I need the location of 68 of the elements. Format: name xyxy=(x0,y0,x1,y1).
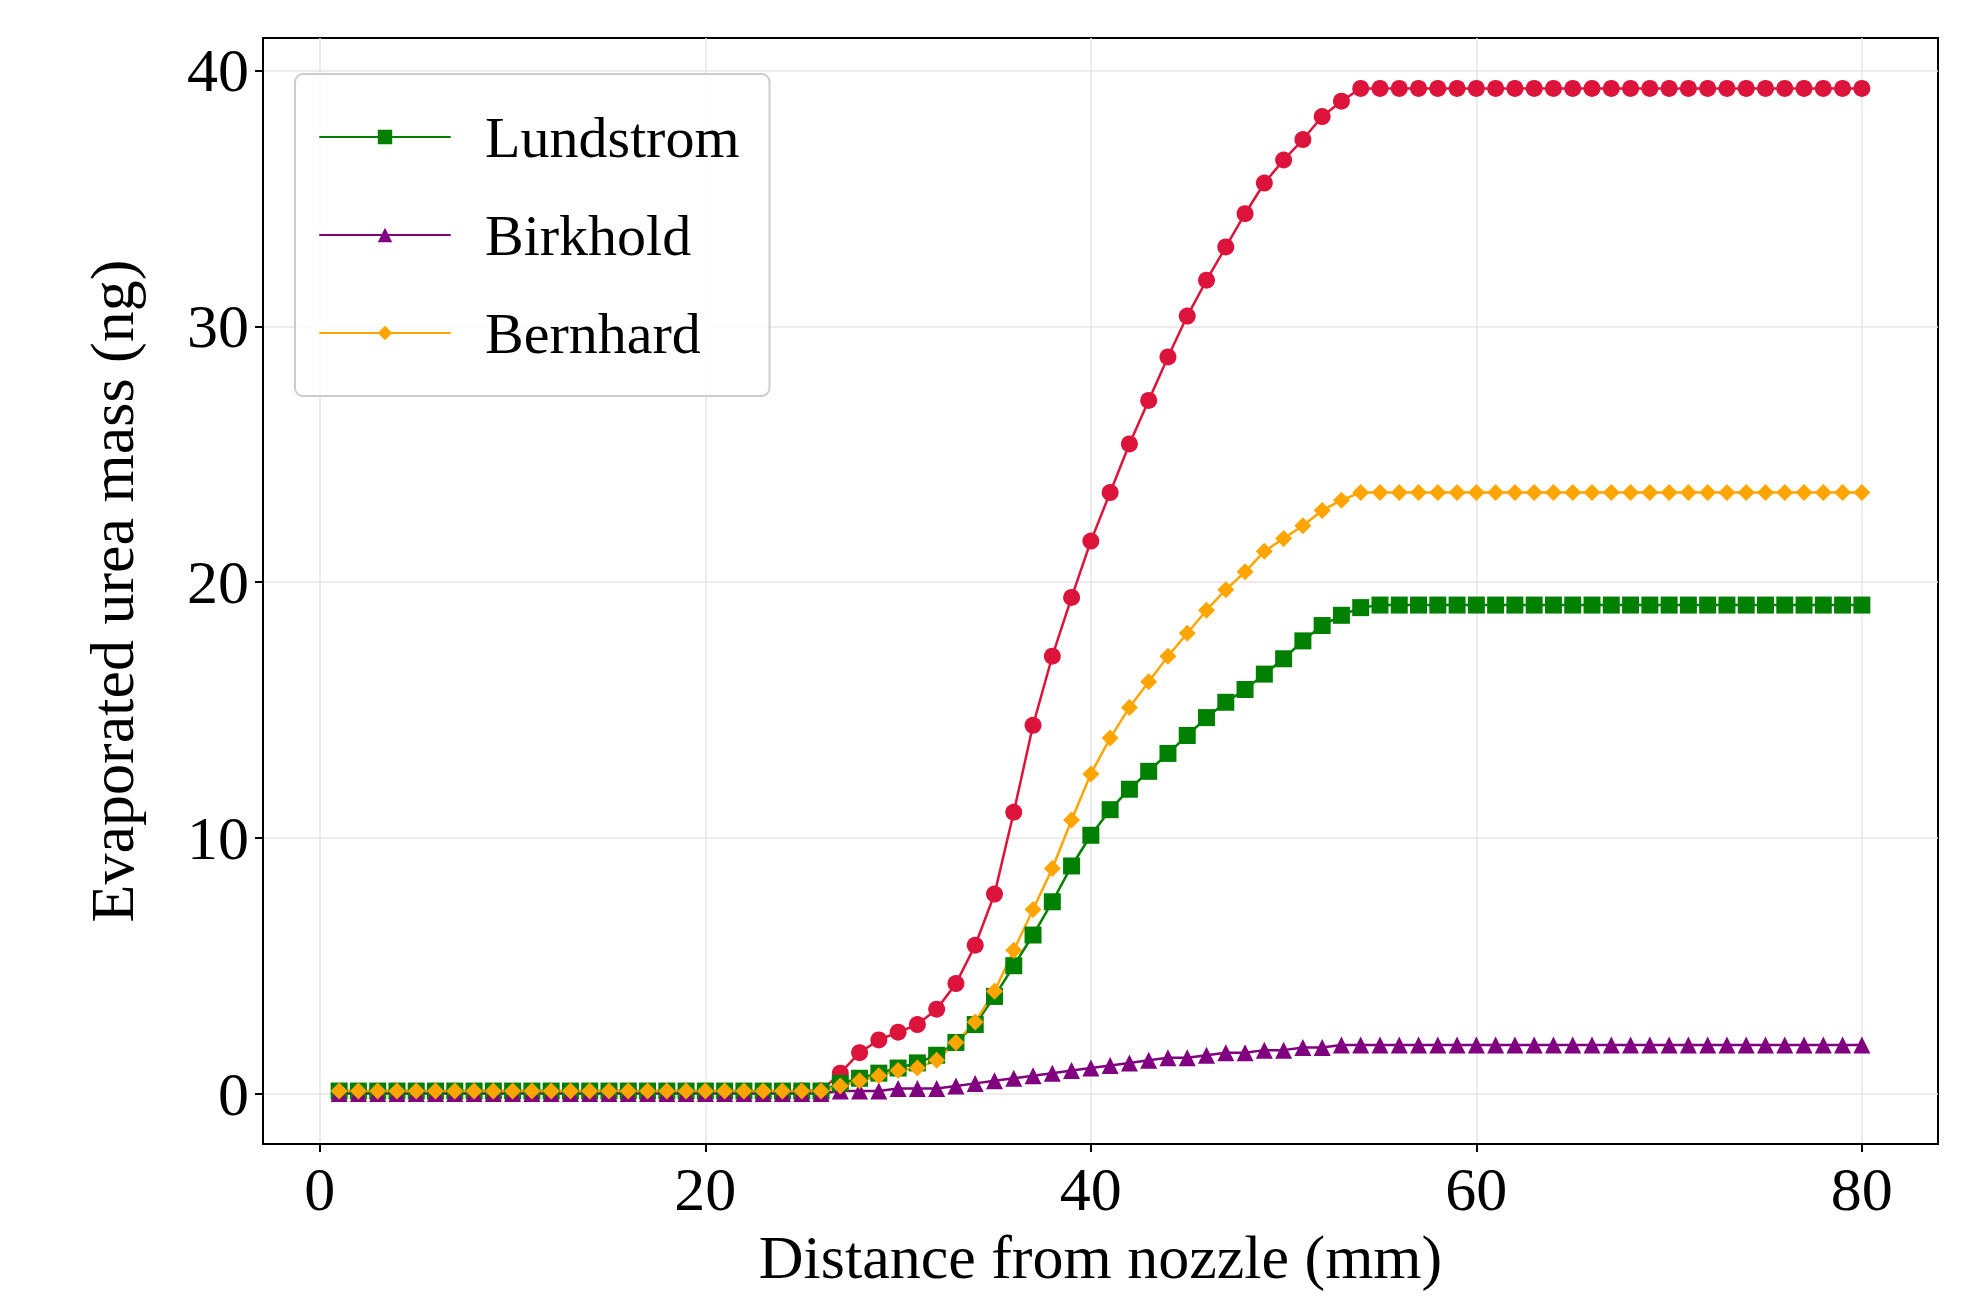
point xyxy=(1487,79,1505,97)
point xyxy=(966,936,984,954)
point xyxy=(1814,79,1832,97)
point xyxy=(1583,79,1601,97)
point xyxy=(1467,79,1485,97)
x-tick-label: 80 xyxy=(1830,1155,1893,1223)
point xyxy=(1236,205,1254,223)
y-axis-title: Evaporated urea mass (ng) xyxy=(78,259,147,923)
y-tick-label: 40 xyxy=(187,36,249,105)
point xyxy=(1063,588,1081,606)
point xyxy=(1410,79,1428,97)
point xyxy=(947,975,965,993)
point xyxy=(1622,79,1640,97)
point xyxy=(986,885,1003,903)
point xyxy=(1757,79,1774,97)
point xyxy=(1699,79,1717,97)
point xyxy=(1275,151,1293,169)
point xyxy=(1544,79,1562,97)
x-tick-label: 0 xyxy=(304,1155,336,1223)
point xyxy=(1024,716,1042,734)
x-tick-label: 60 xyxy=(1445,1155,1508,1223)
point xyxy=(1853,79,1871,97)
point xyxy=(1313,108,1331,126)
point xyxy=(1602,79,1620,97)
point xyxy=(1506,79,1524,97)
y-tick-label: 30 xyxy=(187,292,249,361)
legend-label: Bernhard xyxy=(485,300,701,366)
point xyxy=(1834,79,1852,97)
x-tick-label: 40 xyxy=(1059,1155,1122,1223)
point xyxy=(908,1016,926,1034)
legend-label: Birkhold xyxy=(485,202,692,268)
point xyxy=(1776,79,1794,97)
point xyxy=(1737,79,1755,97)
point xyxy=(1217,238,1235,256)
point xyxy=(1525,79,1543,97)
point xyxy=(1429,79,1447,97)
point xyxy=(1294,131,1312,149)
point xyxy=(1198,271,1216,289)
point xyxy=(1679,79,1697,97)
point xyxy=(889,1023,907,1041)
point xyxy=(1159,348,1177,366)
point xyxy=(1448,79,1466,97)
point xyxy=(1005,803,1023,821)
point xyxy=(1332,92,1350,110)
point xyxy=(1564,79,1582,97)
x-axis-title: Distance from nozzle (mm) xyxy=(758,1223,1443,1292)
point xyxy=(1390,79,1408,97)
point xyxy=(851,1044,869,1062)
legend-label: Lundstrom xyxy=(485,104,740,170)
point xyxy=(1255,174,1273,192)
y-tick-label: 0 xyxy=(218,1059,249,1128)
point xyxy=(1371,79,1389,97)
point xyxy=(1043,647,1061,665)
point xyxy=(870,1031,888,1049)
x-tick-label: 20 xyxy=(674,1155,737,1223)
point xyxy=(1101,484,1119,502)
point xyxy=(1120,435,1138,453)
point xyxy=(928,1000,946,1018)
point xyxy=(1352,79,1370,97)
point xyxy=(1718,79,1736,97)
point xyxy=(1641,79,1659,97)
y-tick-label: 20 xyxy=(187,548,249,617)
point xyxy=(1660,79,1678,97)
point xyxy=(1795,79,1813,97)
point xyxy=(1082,532,1100,550)
y-tick-label: 10 xyxy=(187,803,249,872)
point xyxy=(1178,307,1196,325)
point xyxy=(1140,391,1158,409)
